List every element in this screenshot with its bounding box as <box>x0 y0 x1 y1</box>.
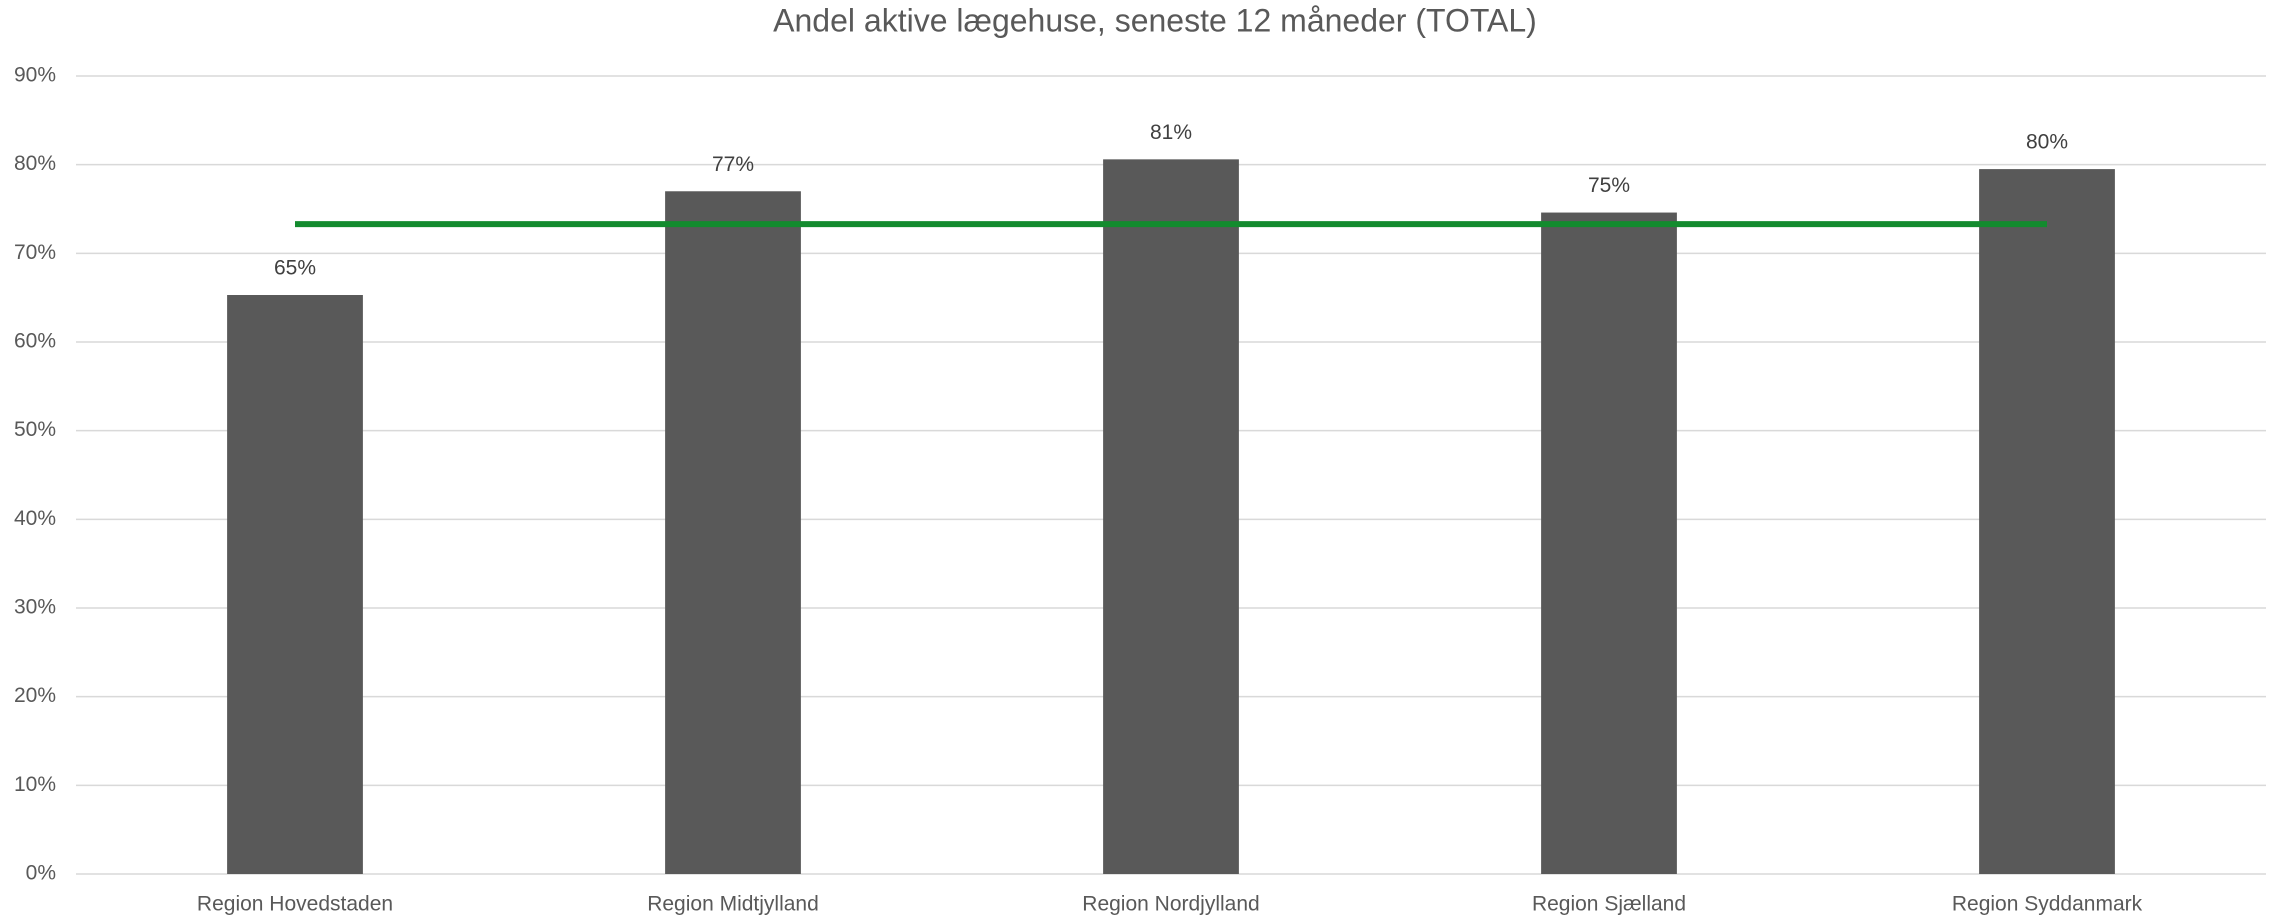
y-tick-label: 20% <box>14 684 56 707</box>
y-tick-label: 60% <box>14 330 56 353</box>
bar <box>1541 212 1677 875</box>
data-label: 77% <box>712 153 754 176</box>
bar <box>227 295 363 874</box>
x-tick-label: Region Sjælland <box>1532 893 1686 916</box>
y-tick-label: 80% <box>14 152 56 175</box>
x-tick-label: Region Syddanmark <box>1952 893 2143 916</box>
y-tick-label: 90% <box>14 64 56 87</box>
data-label: 75% <box>1588 174 1630 197</box>
x-tick-label: Region Hovedstaden <box>197 893 393 916</box>
y-tick-label: 10% <box>14 773 56 796</box>
data-label: 81% <box>1150 121 1192 144</box>
y-tick-label: 30% <box>14 596 56 619</box>
y-tick-label: 70% <box>14 241 56 264</box>
y-tick-label: 0% <box>26 862 56 885</box>
y-tick-label: 40% <box>14 507 56 530</box>
data-label: 65% <box>274 257 316 280</box>
chart-title: Andel aktive lægehuse, seneste 12 månede… <box>773 2 1537 38</box>
x-tick-label: Region Nordjylland <box>1082 893 1259 916</box>
data-label: 80% <box>2026 131 2068 154</box>
x-tick-label: Region Midtjylland <box>647 893 819 916</box>
bar <box>1103 159 1239 874</box>
bar <box>1979 169 2115 875</box>
bar <box>665 191 801 874</box>
y-tick-label: 50% <box>14 418 56 441</box>
